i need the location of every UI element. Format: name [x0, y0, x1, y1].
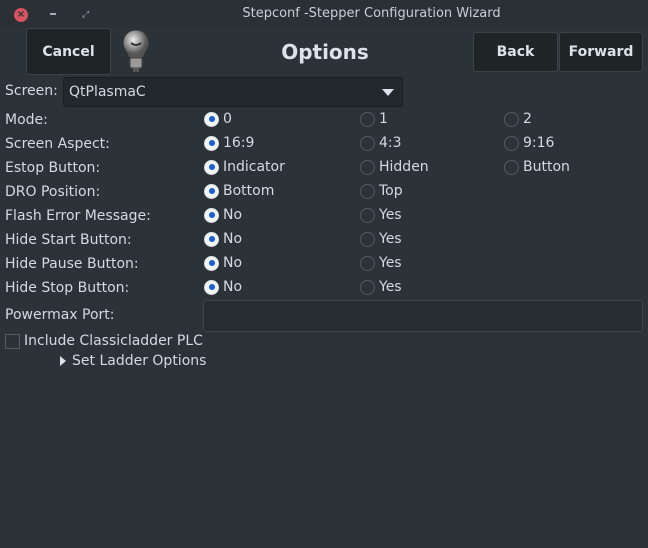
powermax-port-label: Powermax Port:: [5, 307, 115, 323]
radio-option[interactable]: 9:16: [504, 135, 554, 151]
row-label: Hide Pause Button:: [5, 256, 139, 272]
radio-label: Button: [523, 159, 570, 175]
radio-icon: [204, 207, 219, 223]
radio-label: Yes: [379, 255, 402, 271]
radio-label: Yes: [379, 279, 402, 295]
row-label: Hide Start Button:: [5, 232, 132, 248]
radio-icon: [360, 207, 375, 223]
radio-option[interactable]: 1: [360, 111, 388, 127]
window-title: Stepconf -Stepper Configuration Wizard: [242, 6, 501, 21]
radio-label: No: [223, 255, 243, 271]
radio-icon: [204, 135, 219, 151]
radio-label: Top: [379, 183, 403, 199]
cancel-button[interactable]: Cancel: [26, 28, 111, 75]
close-icon[interactable]: ×: [14, 8, 28, 22]
radio-icon: [504, 135, 519, 151]
radio-label: No: [223, 207, 243, 223]
radio-label: Yes: [379, 207, 402, 223]
classicladder-label[interactable]: Include Classicladder PLC: [24, 333, 203, 349]
radio-label: No: [223, 231, 243, 247]
maximize-icon[interactable]: ⤢: [82, 10, 90, 20]
radio-label: Bottom: [223, 183, 275, 199]
radio-label: 4:3: [379, 135, 402, 151]
classicladder-checkbox[interactable]: [5, 334, 20, 349]
radio-label: 16:9: [223, 135, 255, 151]
radio-label: 1: [379, 111, 388, 127]
radio-icon: [204, 231, 219, 247]
radio-option[interactable]: Yes: [360, 207, 402, 223]
row-label: DRO Position:: [5, 184, 101, 200]
screen-value: QtPlasmaC: [69, 84, 146, 100]
radio-icon: [360, 135, 375, 151]
radio-icon: [204, 111, 219, 127]
radio-option[interactable]: No: [204, 207, 242, 223]
radio-label: 0: [223, 111, 232, 127]
radio-icon: [360, 183, 375, 199]
row-label: Hide Stop Button:: [5, 280, 130, 296]
radio-option[interactable]: No: [204, 279, 242, 295]
back-button[interactable]: Back: [473, 32, 558, 72]
powermax-port-input[interactable]: [203, 300, 643, 332]
lightbulb-icon: [122, 29, 150, 72]
radio-option[interactable]: Indicator: [204, 159, 285, 175]
radio-icon: [204, 183, 219, 199]
radio-icon: [360, 255, 375, 271]
radio-icon: [204, 255, 219, 271]
radio-option[interactable]: 16:9: [204, 135, 254, 151]
ladder-options-expander[interactable]: Set Ladder Options: [60, 353, 206, 369]
chevron-down-icon: [382, 89, 394, 96]
radio-icon: [360, 159, 375, 175]
radio-icon: [360, 111, 375, 127]
title-bar: × ⤢ Stepconf -Stepper Configuration Wiza…: [0, 0, 648, 28]
radio-option[interactable]: Top: [360, 183, 403, 199]
radio-option[interactable]: No: [204, 231, 242, 247]
radio-option[interactable]: Button: [504, 159, 570, 175]
minimize-icon[interactable]: [50, 13, 56, 15]
radio-icon: [360, 231, 375, 247]
radio-label: Hidden: [379, 159, 429, 175]
radio-option[interactable]: Hidden: [360, 159, 429, 175]
row-label: Mode:: [5, 112, 48, 128]
radio-label: No: [223, 279, 243, 295]
radio-option[interactable]: Yes: [360, 279, 402, 295]
radio-option[interactable]: 4:3: [360, 135, 402, 151]
radio-option[interactable]: 0: [204, 111, 232, 127]
radio-option[interactable]: Yes: [360, 231, 402, 247]
screen-label: Screen:: [5, 83, 58, 99]
expander-arrow-icon: [60, 356, 66, 366]
radio-icon: [504, 111, 519, 127]
row-label: Screen Aspect:: [5, 136, 110, 152]
radio-icon: [204, 159, 219, 175]
radio-option[interactable]: No: [204, 255, 242, 271]
screen-select[interactable]: QtPlasmaC: [63, 77, 403, 107]
radio-label: Indicator: [223, 159, 285, 175]
radio-option[interactable]: 2: [504, 111, 532, 127]
row-label: Flash Error Message:: [5, 208, 151, 224]
page-title: Options: [281, 40, 369, 64]
radio-icon: [204, 279, 219, 295]
radio-option[interactable]: Yes: [360, 255, 402, 271]
ladder-options-label: Set Ladder Options: [72, 353, 207, 369]
radio-label: 2: [523, 111, 532, 127]
radio-option[interactable]: Bottom: [204, 183, 274, 199]
forward-button[interactable]: Forward: [559, 32, 643, 72]
row-label: Estop Button:: [5, 160, 101, 176]
radio-label: 9:16: [523, 135, 555, 151]
radio-icon: [360, 279, 375, 295]
radio-icon: [504, 159, 519, 175]
radio-label: Yes: [379, 231, 402, 247]
